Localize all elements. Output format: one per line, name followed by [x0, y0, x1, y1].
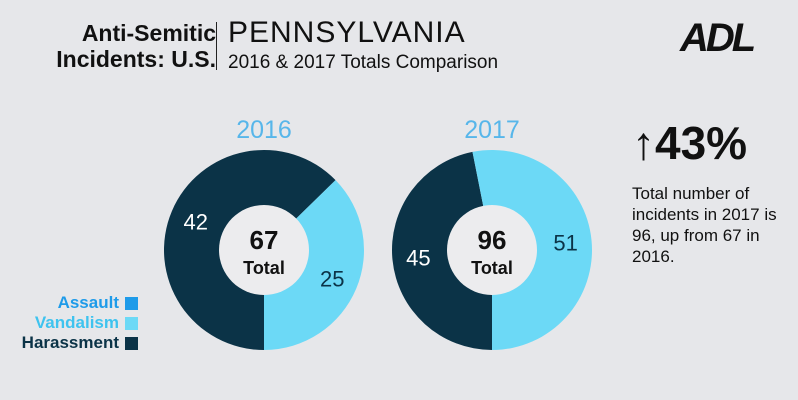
legend-assault: Assault	[58, 293, 138, 313]
legend-label: Vandalism	[34, 313, 119, 332]
legend-harassment: Harassment	[22, 333, 138, 353]
legend-vandalism: Vandalism	[35, 313, 138, 333]
legend-swatch	[125, 336, 138, 350]
legend-label: Assault	[57, 293, 119, 312]
total-label: Total	[243, 258, 285, 278]
percent-value: 43%	[655, 117, 748, 169]
year-2017: 2017	[464, 116, 520, 144]
divider	[216, 22, 217, 70]
data-label: 42	[184, 209, 208, 234]
total-label: Total	[471, 258, 513, 278]
arrow-up-icon: ↑	[632, 117, 655, 169]
percent-change: ↑43%	[632, 116, 747, 170]
data-label: 45	[406, 245, 430, 270]
title-line1: Anti-Semitic	[81, 20, 216, 46]
legend-swatch	[125, 296, 138, 310]
legend-swatch	[125, 316, 138, 330]
data-label: 25	[320, 267, 344, 292]
slice-harassment	[392, 151, 492, 350]
data-label: 51	[553, 231, 577, 256]
state-title: PENNSYLVANIA	[228, 16, 466, 49]
year-2016: 2016	[236, 116, 292, 144]
title-line2: Incidents: U.S.	[56, 46, 216, 72]
subtitle: 2016 & 2017 Totals Comparison	[228, 52, 499, 73]
title: Anti-Semitic Incidents: U.S.	[56, 20, 216, 72]
slice-vandalism	[264, 180, 364, 350]
adl-logo: ADL	[680, 16, 756, 60]
callout-text: Total number of incidents in 2017 is 96,…	[632, 184, 777, 266]
donut-hole	[219, 205, 309, 295]
legend-label: Harassment	[21, 333, 119, 352]
total-value: 67	[250, 225, 279, 255]
donut-hole	[447, 205, 537, 295]
total-value: 96	[478, 225, 507, 255]
